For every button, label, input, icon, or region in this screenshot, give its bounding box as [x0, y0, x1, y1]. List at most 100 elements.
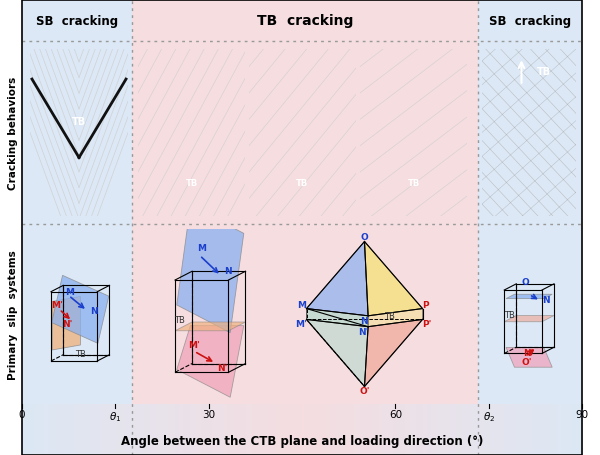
- Bar: [242, 404, 245, 455]
- Bar: [125, 404, 127, 455]
- Bar: [375, 404, 377, 455]
- Bar: [493, 404, 495, 455]
- Bar: [246, 404, 248, 455]
- Bar: [434, 404, 437, 455]
- Bar: [539, 404, 541, 455]
- Bar: [117, 404, 119, 455]
- Bar: [44, 404, 47, 455]
- Bar: [554, 404, 556, 455]
- Bar: [488, 404, 491, 455]
- Bar: [91, 404, 94, 455]
- Text: M': M': [188, 341, 200, 349]
- Bar: [83, 404, 86, 455]
- Bar: [280, 404, 282, 455]
- Bar: [455, 404, 457, 455]
- Text: 60: 60: [389, 409, 402, 419]
- Bar: [526, 404, 529, 455]
- Text: 90: 90: [575, 409, 589, 419]
- Bar: [481, 404, 484, 455]
- Bar: [251, 404, 254, 455]
- Bar: [394, 404, 396, 455]
- Bar: [98, 404, 101, 455]
- Text: P: P: [422, 300, 429, 309]
- Text: 0: 0: [19, 409, 25, 419]
- Bar: [485, 404, 487, 455]
- Bar: [287, 404, 289, 455]
- Bar: [173, 404, 176, 455]
- Bar: [89, 404, 92, 455]
- Bar: [22, 42, 132, 224]
- Bar: [404, 404, 407, 455]
- Text: SB  cracking: SB cracking: [36, 15, 118, 27]
- Bar: [575, 404, 577, 455]
- Bar: [162, 404, 164, 455]
- Bar: [278, 404, 280, 455]
- Bar: [155, 404, 157, 455]
- Bar: [151, 404, 153, 455]
- Bar: [552, 404, 554, 455]
- Bar: [197, 404, 200, 455]
- Bar: [29, 404, 32, 455]
- Bar: [476, 404, 478, 455]
- Text: TB: TB: [296, 179, 308, 187]
- Bar: [205, 404, 208, 455]
- Bar: [224, 404, 226, 455]
- Bar: [433, 404, 435, 455]
- Bar: [429, 404, 431, 455]
- Bar: [166, 404, 168, 455]
- Bar: [300, 404, 302, 455]
- Bar: [535, 404, 538, 455]
- Bar: [528, 404, 530, 455]
- Bar: [22, 224, 132, 404]
- Bar: [436, 404, 439, 455]
- Bar: [360, 404, 362, 455]
- Bar: [532, 404, 534, 455]
- Bar: [291, 404, 293, 455]
- Bar: [438, 404, 440, 455]
- Bar: [160, 404, 163, 455]
- Polygon shape: [506, 348, 552, 367]
- Text: TB: TB: [175, 316, 185, 325]
- Bar: [470, 404, 472, 455]
- Bar: [33, 404, 35, 455]
- Bar: [328, 404, 331, 455]
- Bar: [181, 404, 183, 455]
- Bar: [58, 404, 60, 455]
- Bar: [483, 404, 485, 455]
- Bar: [266, 404, 269, 455]
- Bar: [203, 404, 205, 455]
- Bar: [50, 404, 52, 455]
- Bar: [310, 404, 312, 455]
- Bar: [216, 404, 218, 455]
- Bar: [491, 404, 493, 455]
- Bar: [409, 404, 411, 455]
- Bar: [550, 404, 553, 455]
- Bar: [468, 404, 470, 455]
- Text: P': P': [422, 320, 432, 329]
- Bar: [212, 404, 215, 455]
- Bar: [478, 224, 582, 404]
- Bar: [498, 404, 500, 455]
- Bar: [373, 404, 376, 455]
- Bar: [302, 404, 304, 455]
- Bar: [261, 404, 263, 455]
- Bar: [442, 404, 445, 455]
- Text: TB: TB: [75, 349, 86, 358]
- Bar: [578, 404, 581, 455]
- Bar: [352, 404, 355, 455]
- Polygon shape: [368, 309, 422, 327]
- Bar: [509, 404, 512, 455]
- Text: O: O: [361, 233, 368, 242]
- Bar: [78, 404, 80, 455]
- Bar: [494, 404, 497, 455]
- Bar: [97, 404, 99, 455]
- Text: M: M: [65, 287, 74, 296]
- Bar: [132, 42, 478, 224]
- Bar: [207, 404, 209, 455]
- Bar: [414, 404, 416, 455]
- Bar: [272, 404, 275, 455]
- Bar: [132, 404, 134, 455]
- Bar: [106, 404, 109, 455]
- Bar: [537, 404, 539, 455]
- Bar: [74, 404, 77, 455]
